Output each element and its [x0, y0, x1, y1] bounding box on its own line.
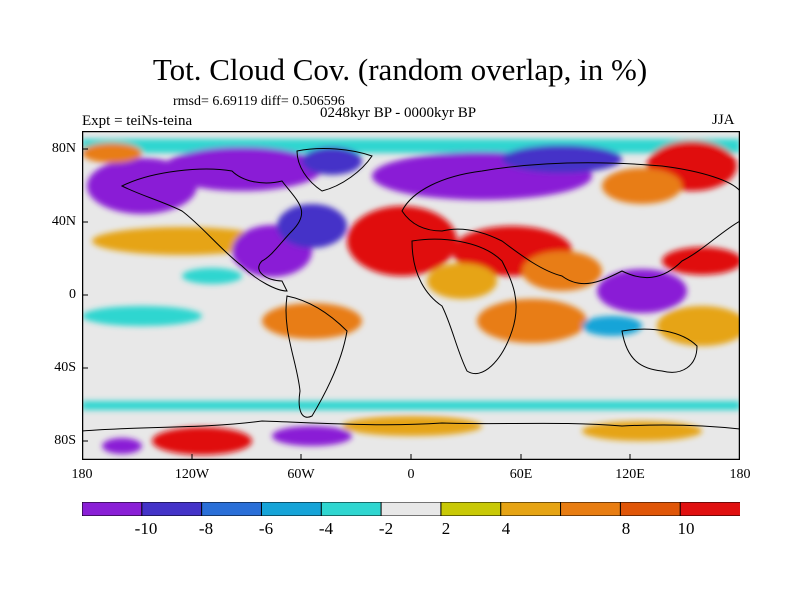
anomaly-region: [662, 247, 740, 275]
coastline-south-america: [285, 295, 348, 418]
lat-label: 80S: [54, 433, 76, 448]
colorbar-swatch: [619, 502, 682, 516]
colorbar-swatch: [201, 502, 263, 516]
anomaly-region: [602, 168, 682, 204]
period-label: 0248kyr BP - 0000kyr BP: [320, 105, 477, 121]
colorbar-label: 4: [501, 519, 511, 538]
anomaly-region: [182, 268, 242, 284]
anomaly-region: [272, 426, 352, 446]
coastline-australia: [621, 328, 698, 373]
stats-text: rmsd= 6.69119 diff= 0.506596: [173, 94, 345, 109]
map-ticks: [82, 148, 631, 460]
colorbar-swatch: [679, 502, 740, 516]
anomaly-region: [477, 299, 587, 343]
anomaly-region: [162, 147, 322, 191]
colorbar-label: -4: [318, 519, 334, 538]
anomaly-region: [82, 139, 740, 153]
colorbar-swatch: [82, 502, 143, 516]
season-label: JJA: [712, 112, 735, 128]
anomaly-region: [342, 416, 482, 436]
anomaly-region: [582, 421, 702, 441]
lon-label: 60W: [287, 467, 315, 482]
anomaly-region: [277, 204, 347, 248]
coastline-antarctica: [82, 420, 740, 432]
anomaly-region: [82, 401, 740, 410]
anomaly-region: [502, 145, 622, 173]
anomaly-map: [82, 131, 740, 460]
anomaly-region: [262, 303, 362, 339]
anomaly-region: [302, 147, 362, 175]
colorbar-label: 10: [677, 519, 695, 538]
lat-label: 0: [69, 287, 76, 302]
colorbar: [82, 502, 740, 516]
colorbar-label: -8: [198, 519, 214, 538]
anomaly-region: [82, 143, 142, 163]
colorbar-swatch: [380, 502, 442, 516]
colorbar-swatch: [440, 502, 502, 516]
anomaly-region: [522, 251, 602, 291]
coastline-eurasia: [401, 162, 740, 285]
lon-label: 60E: [509, 467, 533, 482]
lon-label: 0: [407, 467, 415, 482]
experiment-label: Expt = teiNs-teina: [82, 113, 193, 129]
coastlines: [82, 148, 740, 432]
anomaly-region: [347, 206, 457, 276]
lon-label: 120W: [174, 467, 210, 482]
anomaly-region: [597, 269, 687, 313]
colorbar-label: -2: [378, 519, 394, 538]
anomaly-region: [427, 263, 497, 299]
lon-label: 180: [71, 467, 93, 482]
anomaly-region: [152, 427, 252, 455]
coastline-north-america: [120, 168, 303, 292]
chart-title: Tot. Cloud Cov. (random overlap, in %): [152, 52, 648, 87]
colorbar-swatch: [260, 502, 323, 516]
anomaly-region: [582, 316, 642, 336]
colorbar-label: 8: [621, 519, 631, 538]
colorbar-label: -6: [258, 519, 274, 538]
lon-label: 180: [729, 467, 751, 482]
lat-label: 80N: [51, 141, 76, 156]
colorbar-label: 2: [441, 519, 451, 538]
colorbar-swatch: [500, 502, 562, 516]
lat-label: 40N: [51, 214, 76, 229]
anomaly-region: [102, 438, 142, 454]
colorbar-swatch: [141, 502, 203, 516]
lat-label: 40S: [54, 360, 76, 375]
anomaly-region: [82, 306, 202, 326]
anomaly-region: [92, 227, 272, 255]
coastline-africa: [411, 238, 517, 374]
colorbar-label: -10: [134, 519, 158, 538]
colorbar-swatch: [320, 502, 383, 516]
lon-label: 120E: [615, 467, 645, 482]
coastline-greenland: [296, 148, 373, 192]
anomaly-region: [657, 306, 740, 346]
colorbar-swatch: [560, 502, 622, 516]
